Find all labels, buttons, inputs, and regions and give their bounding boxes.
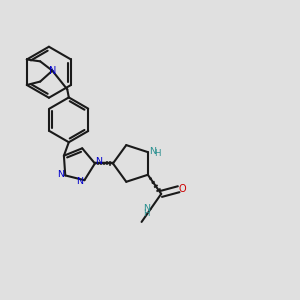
- Text: N: N: [76, 177, 84, 186]
- Text: N: N: [143, 204, 150, 213]
- Text: H: H: [154, 149, 160, 158]
- Text: O: O: [179, 184, 187, 194]
- Text: N: N: [49, 66, 56, 76]
- Text: H: H: [143, 209, 150, 218]
- Text: N: N: [57, 170, 64, 179]
- Text: N: N: [149, 147, 156, 156]
- Text: N: N: [95, 158, 102, 166]
